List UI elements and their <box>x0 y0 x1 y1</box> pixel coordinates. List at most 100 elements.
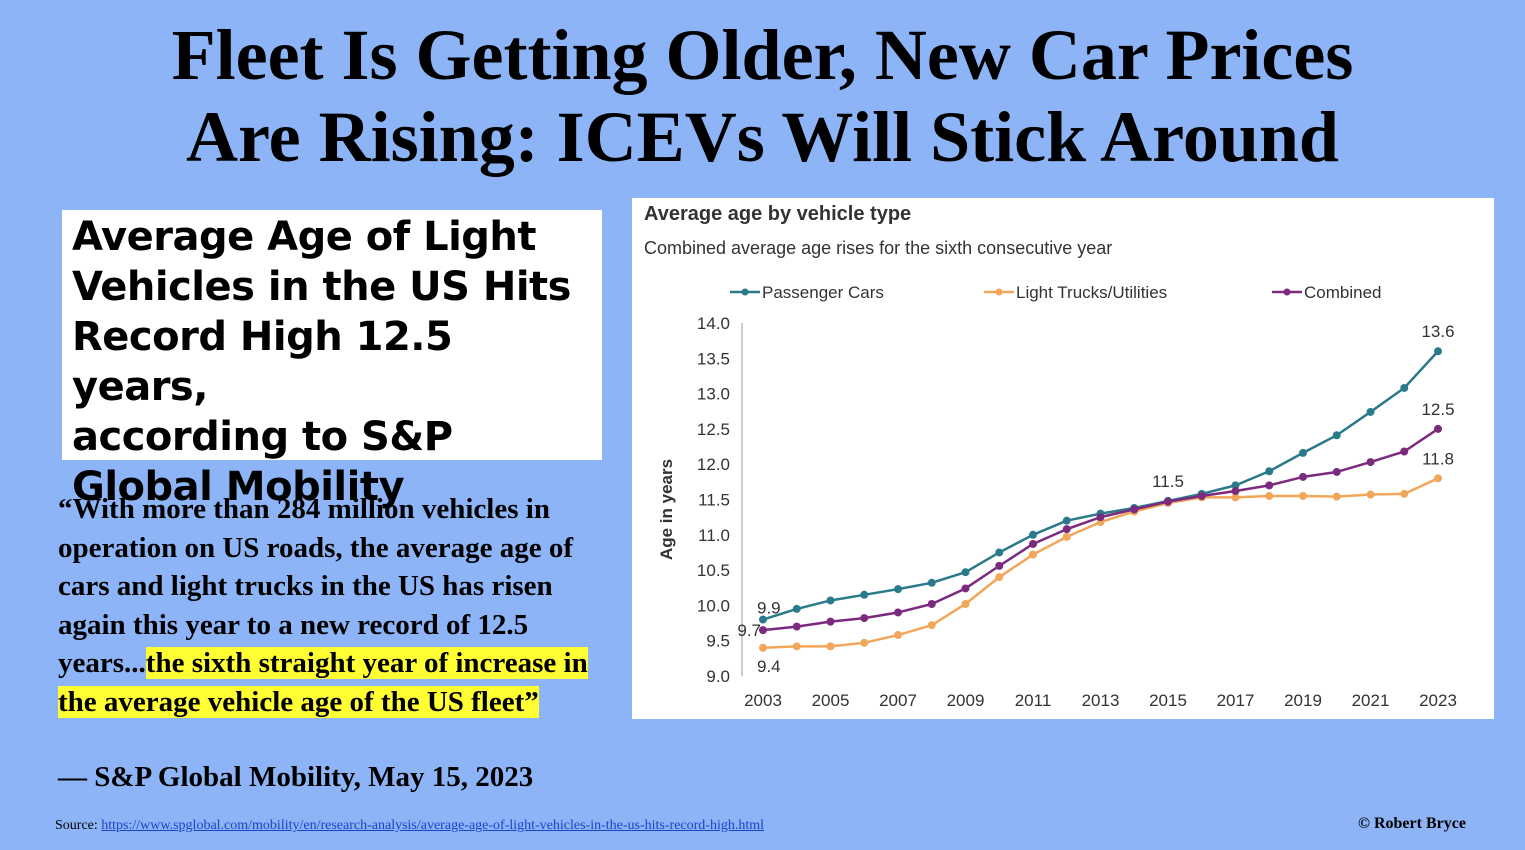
y-tick-label: 13.5 <box>697 349 730 368</box>
data-point <box>1299 491 1307 500</box>
quote-text: “With more than 284 million vehicles in … <box>58 493 573 679</box>
data-point <box>1366 490 1375 499</box>
slide-title-line-2: Are Rising: ICEVs Will Stick Around <box>186 97 1339 177</box>
data-point <box>1332 467 1341 476</box>
data-point <box>961 568 970 577</box>
data-point <box>894 631 902 640</box>
data-point <box>1062 525 1071 534</box>
data-point <box>927 599 936 608</box>
data-label: 11.8 <box>1422 449 1454 468</box>
chart-title: Average age by vehicle type <box>644 203 912 225</box>
data-point <box>860 614 869 623</box>
data-point <box>1265 491 1274 500</box>
x-tick-label: 2021 <box>1352 691 1390 710</box>
data-point <box>961 584 970 593</box>
quote-block: “With more than 284 million vehicles in … <box>58 490 618 721</box>
headline-line: according to S&P <box>72 414 453 460</box>
data-point <box>792 642 801 651</box>
data-point <box>826 596 835 605</box>
legend-marker <box>995 288 1003 296</box>
data-point <box>1400 383 1409 392</box>
data-point <box>759 626 767 635</box>
data-point <box>1366 407 1375 416</box>
data-point <box>995 548 1004 557</box>
data-label: 11.5 <box>1152 472 1184 491</box>
data-point <box>1434 347 1442 356</box>
series-line <box>762 477 1439 650</box>
legend-marker <box>1283 288 1291 296</box>
legend-label: Light Trucks/Utilities <box>1016 283 1167 302</box>
y-axis-label: Age in years <box>657 459 676 560</box>
data-point <box>792 604 801 613</box>
x-tick-label: 2015 <box>1149 691 1187 710</box>
data-point <box>1434 474 1442 483</box>
quote-highlight: the sixth straight year of increase in t… <box>58 647 588 718</box>
y-tick-label: 12.0 <box>697 455 730 474</box>
data-point <box>1265 481 1274 490</box>
line-chart: 9.0 9.5 10.0 10.5 11.0 11.5 12.0 12.5 13.0 13.5 14… <box>657 283 1457 710</box>
x-tick-label: 2019 <box>1284 691 1322 710</box>
data-point <box>1265 467 1274 476</box>
data-point <box>927 621 936 630</box>
data-point <box>1130 505 1139 514</box>
chart-subtitle: Combined average age rises for the sixth… <box>644 238 1113 258</box>
x-tick-label: 2007 <box>879 691 917 710</box>
source-link[interactable]: https://www.spglobal.com/mobility/en/res… <box>101 818 765 833</box>
data-point <box>826 642 835 651</box>
data-label: 9.9 <box>757 599 781 618</box>
data-point <box>1231 493 1240 502</box>
data-point <box>1062 516 1071 525</box>
y-tick-label: 9.0 <box>706 667 730 686</box>
data-point <box>1332 431 1341 440</box>
copyright-text: © Robert Bryce <box>1358 815 1466 832</box>
data-point <box>995 573 1004 582</box>
data-point <box>759 615 767 624</box>
x-tick-label: 2013 <box>1082 691 1120 710</box>
data-point <box>860 638 869 647</box>
data-point <box>1400 489 1409 498</box>
data-point <box>995 561 1004 570</box>
y-tick-label: 10.0 <box>697 596 730 615</box>
data-point <box>759 643 767 652</box>
x-tick-label: 2017 <box>1217 691 1255 710</box>
slide-title-line-1: Fleet Is Getting Older, New Car Prices <box>171 15 1354 95</box>
chart-panel: Average age by vehicle type Combined ave… <box>632 198 1494 719</box>
x-tick-label: 2009 <box>947 691 985 710</box>
data-label: 9.7 <box>737 621 761 640</box>
data-point <box>961 599 970 608</box>
x-tick-label: 2003 <box>744 691 782 710</box>
data-point <box>1164 497 1172 506</box>
y-tick-label: 10.5 <box>697 561 730 580</box>
x-tick-label: 2011 <box>1015 691 1052 710</box>
data-point <box>1299 472 1307 481</box>
headline-line: Global Mobility <box>72 464 405 510</box>
data-point <box>1400 447 1409 456</box>
headline-line: Average Age of Light <box>72 214 537 260</box>
data-point <box>1062 532 1071 541</box>
data-point <box>1096 513 1105 522</box>
y-tick-label: 14.0 <box>697 314 730 333</box>
source-label: Source <box>55 818 94 833</box>
data-point <box>1029 539 1037 548</box>
source-line: Source: https://www.spglobal.com/mobilit… <box>55 818 765 833</box>
y-tick-label: 12.5 <box>697 420 730 439</box>
data-point <box>894 608 902 617</box>
data-point <box>1366 458 1375 467</box>
data-point <box>1332 492 1341 501</box>
article-headline-box: Average Age of Light Vehicles in the US … <box>62 210 602 510</box>
data-point <box>927 578 936 587</box>
headline-line: Record High 12.5 years, <box>72 314 453 410</box>
data-point <box>826 617 835 626</box>
x-tick-label: 2023 <box>1419 691 1457 710</box>
data-point <box>1029 530 1037 539</box>
data-point <box>1299 448 1307 457</box>
data-point <box>860 590 869 599</box>
headline-line: Vehicles in the US Hits <box>72 264 571 310</box>
data-point <box>1231 481 1240 490</box>
y-tick-label: 13.0 <box>697 385 730 404</box>
data-point <box>1231 487 1240 496</box>
y-tick-label: 11.5 <box>698 491 730 510</box>
legend-label: Passenger Cars <box>762 283 884 302</box>
y-tick-label: 11.0 <box>698 526 730 545</box>
series-line <box>762 427 1439 632</box>
